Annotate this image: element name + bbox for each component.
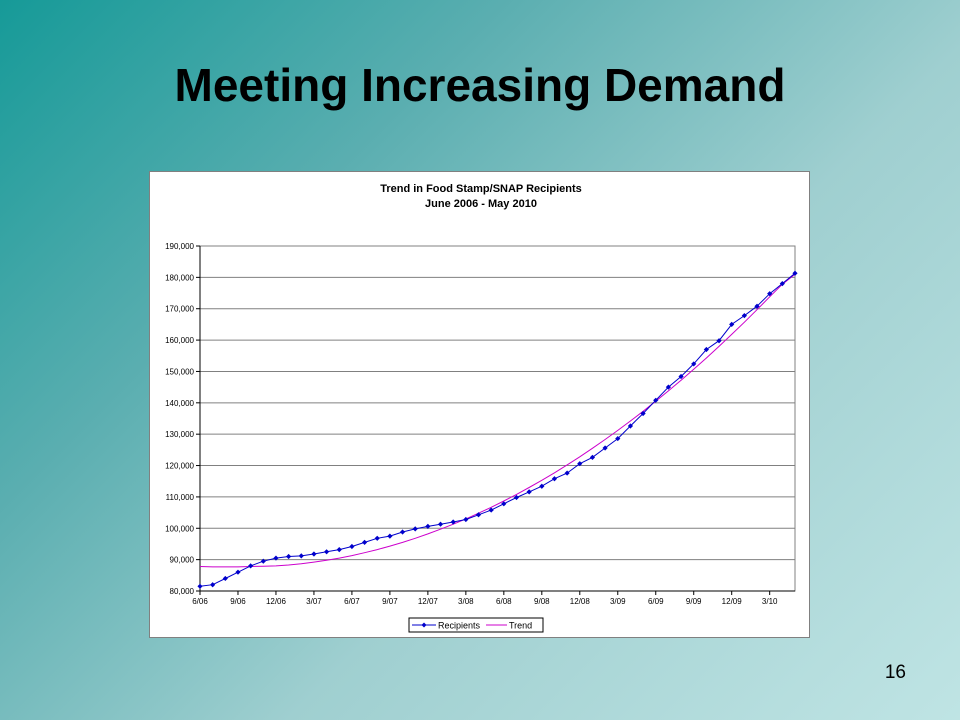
recipients-point [323,549,330,555]
recipients-point [602,445,608,451]
x-tick-label: 12/09 [722,597,743,606]
recipients-point [222,575,228,582]
x-tick-label: 6/08 [496,597,512,606]
x-tick-label: 3/10 [762,597,778,606]
legend-box [408,617,544,633]
recipients-point [412,526,418,532]
legend-recipients-marker [421,622,427,628]
recipients-point [741,313,747,319]
gridlines [199,245,796,592]
y-tick-label: 190,000 [165,242,194,251]
x-tick-label: 3/08 [458,597,474,606]
y-tick-label: 180,000 [165,273,194,282]
recipients-point [361,539,368,545]
y-tick-label: 110,000 [166,493,195,502]
recipients-point [653,397,659,403]
recipients-point [703,346,709,353]
line-chart: Trend in Food Stamp/SNAP Recipients June… [165,183,798,633]
x-tick-label: 12/06 [266,597,287,606]
x-tick-label: 9/08 [534,597,550,606]
recipients-line [199,272,796,587]
recipients-point [551,476,558,482]
recipients-point [235,569,241,575]
plot-series [197,270,798,589]
x-tick-label: 9/06 [230,597,246,606]
x-tick-label: 9/07 [382,597,398,606]
recipients-point [437,521,444,527]
recipients-point [627,423,634,429]
y-tick-label: 150,000 [165,367,194,376]
recipients-point [678,373,684,380]
y-tick-label: 140,000 [165,399,194,408]
axes [196,245,795,595]
chart-title: Trend in Food Stamp/SNAP Recipients [380,183,582,195]
recipients-point [425,523,431,529]
recipients-point [210,582,216,588]
x-tick-label: 12/08 [570,597,591,606]
recipients-point [463,516,469,523]
recipients-point [665,384,672,390]
x-axis-tick-labels: 6/06 9/06 12/06 3/07 6/07 9/07 12/07 3/08 6/08 9/… [192,597,778,606]
page-number: 16 [884,662,906,683]
recipients-point [615,435,621,442]
recipients-point [450,519,456,525]
recipients-point [260,558,266,564]
recipients-point [475,512,482,518]
y-tick-label: 170,000 [165,305,194,314]
x-tick-label: 12/07 [418,597,439,606]
recipients-point [349,543,355,550]
recipients-point [336,547,342,553]
recipients-point [640,410,646,417]
recipients-point [577,461,583,467]
recipients-point [374,535,380,541]
y-tick-label: 90,000 [170,556,195,565]
recipients-point [248,563,254,569]
recipients-point [589,454,596,460]
y-tick-label: 80,000 [170,587,195,596]
x-tick-label: 3/09 [610,597,626,606]
legend: Recipients Trend [408,617,544,633]
x-tick-label: 6/07 [344,597,360,606]
recipients-point [513,494,520,501]
x-tick-label: 6/09 [648,597,664,606]
recipients-point [197,583,203,589]
slide-title: Meeting Increasing Demand [174,59,786,111]
y-tick-label: 130,000 [165,430,194,439]
x-tick-label: 9/09 [686,597,702,606]
recipients-point [501,501,507,507]
y-tick-label: 100,000 [165,524,194,533]
x-tick-label: 6/06 [192,597,208,606]
y-tick-label: 160,000 [165,336,194,345]
legend-recipients-label: Recipients [438,621,481,631]
y-axis-tick-labels: 80,000 90,000 100,000 110,000 120,000 130,000… [165,242,194,596]
recipients-point [488,507,494,513]
recipients-point [399,529,406,535]
chart-container: Trend in Food Stamp/SNAP Recipients June… [149,171,810,638]
recipients-point [564,470,570,476]
legend-trend-label: Trend [509,621,532,631]
recipients-point [767,291,773,297]
x-tick-label: 3/07 [306,597,322,606]
recipients-point [539,483,545,489]
recipients-point [286,553,292,560]
recipients-point [273,555,279,561]
trend-line [199,273,796,568]
recipients-point [526,489,532,495]
chart-subtitle: June 2006 - May 2010 [425,198,537,210]
y-tick-label: 120,000 [165,462,194,471]
plot-area-border [199,245,796,592]
recipients-point [298,553,304,559]
recipients-point [311,551,317,557]
recipients-point [387,533,393,539]
